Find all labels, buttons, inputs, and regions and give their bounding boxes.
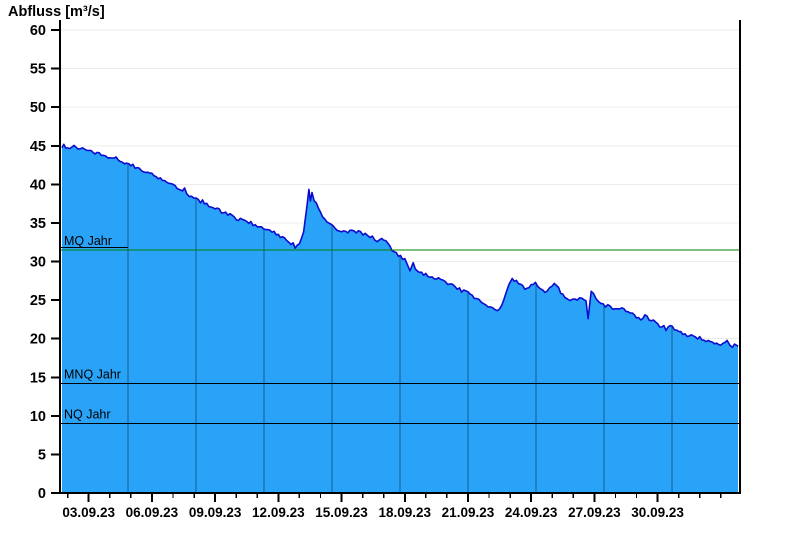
chart-title: Abfluss [m³/s] [8, 4, 105, 20]
x-tick-date-label: 12.09.23 [252, 505, 305, 520]
y-tick-label: 40 [30, 177, 46, 193]
y-tick-label: 0 [38, 486, 46, 502]
x-tick-date-label: 09.09.23 [189, 505, 242, 520]
y-tick-label: 55 [30, 62, 46, 78]
reference-line-label: MQ Jahr [64, 234, 112, 248]
x-tick-date-label: 24.09.23 [505, 505, 558, 520]
y-tick-label: 15 [30, 370, 46, 386]
discharge-line [61, 143, 739, 349]
x-tick-date-label: 18.09.23 [378, 505, 431, 520]
y-tick-label: 5 [38, 447, 46, 463]
x-tick-date-label: 06.09.23 [126, 505, 179, 520]
x-tick-date-label: 30.09.23 [631, 505, 684, 520]
y-tick-label: 10 [30, 409, 46, 425]
y-tick-label: 60 [30, 23, 46, 39]
y-tick-label: 45 [30, 139, 46, 155]
discharge-area-fill [62, 144, 738, 494]
reference-line-label: MNQ Jahr [64, 367, 121, 381]
x-tick-date-label: 03.09.23 [62, 505, 115, 520]
y-tick-label: 25 [30, 293, 46, 309]
reference-line-label: NQ Jahr [64, 408, 111, 422]
y-tick-label: 20 [30, 332, 46, 348]
y-tick-label: 30 [30, 255, 46, 271]
y-tick-label: 35 [30, 216, 46, 232]
x-tick-date-label: 21.09.23 [442, 505, 495, 520]
y-tick-label: 50 [30, 100, 46, 116]
x-tick-date-label: 15.09.23 [315, 505, 368, 520]
x-tick-date-label: 27.09.23 [568, 505, 621, 520]
